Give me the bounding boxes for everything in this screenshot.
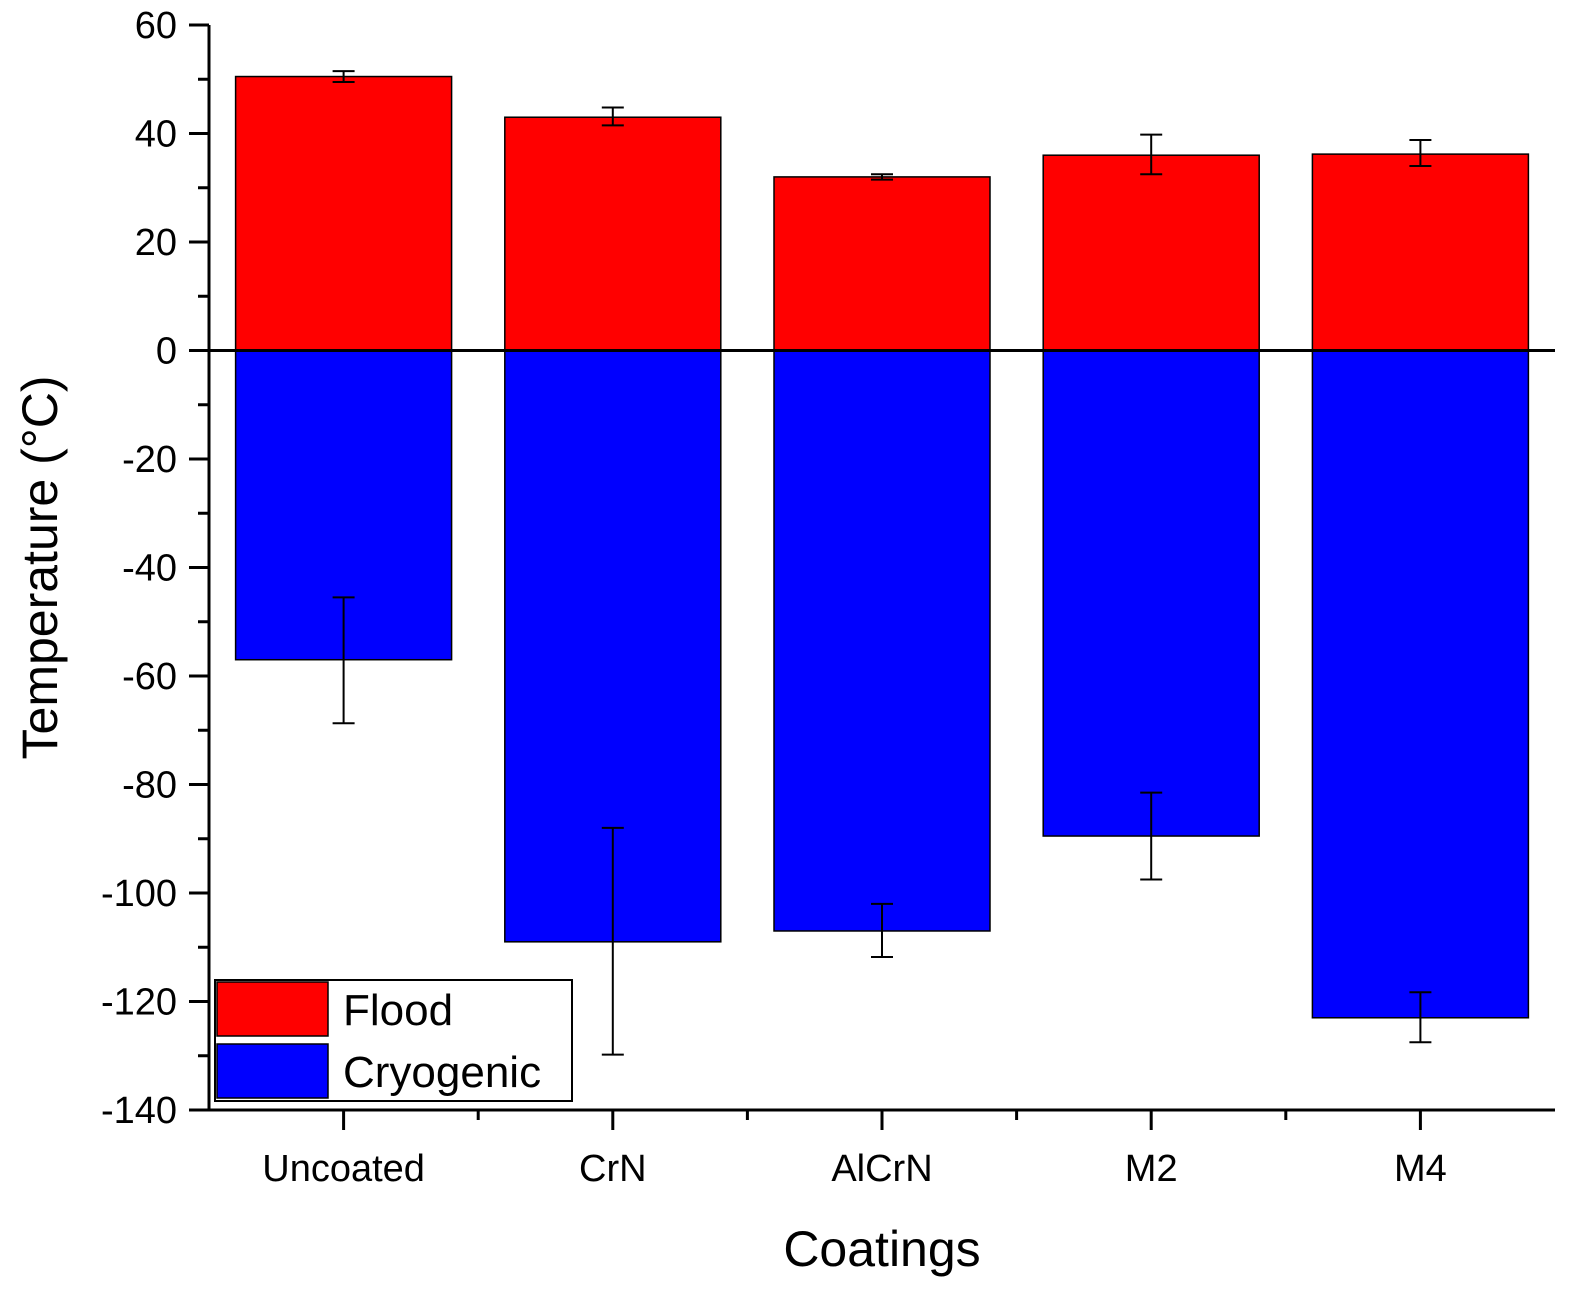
labels-layer: 60 40 20 0 -20 -40 -60 -80 -100 -120 -140 Uncoated C…: [12, 5, 1447, 1277]
legend: Flood Cryogenic: [214, 979, 573, 1102]
legend-label-cryogenic: Cryogenic: [343, 1048, 541, 1097]
y-tick-label: -120: [101, 982, 177, 1024]
bar-flood-alcrn: [773, 176, 991, 352]
error-bars-layer: [332, 70, 1432, 1056]
legend-swatch-flood: [216, 981, 329, 1037]
x-tick-label: M4: [1394, 1148, 1447, 1190]
bar-flood-m4: [1311, 153, 1530, 352]
y-tick-label: -40: [122, 548, 177, 590]
bars-layer: [234, 75, 1530, 1019]
bar-cryogenic-m2: [1042, 349, 1260, 837]
x-tick-label: M2: [1125, 1148, 1178, 1190]
x-tick-label: AlCrN: [831, 1148, 932, 1190]
y-tick-label: 20: [135, 222, 177, 264]
legend-swatch-cryogenic: [216, 1043, 329, 1099]
bar-cryogenic-m4: [1311, 349, 1530, 1019]
y-tick-label: -140: [101, 1090, 177, 1132]
y-axis-title: Temperature (°C): [12, 376, 68, 760]
bar-flood-crn: [504, 116, 722, 352]
x-tick-label: Uncoated: [262, 1148, 425, 1190]
y-tick-label: 60: [135, 5, 177, 47]
bar-flood-uncoated: [234, 75, 453, 352]
x-tick-label: CrN: [579, 1148, 647, 1190]
bar-cryogenic-alcrn: [773, 349, 991, 932]
legend-label-flood: Flood: [343, 986, 453, 1035]
y-tick-label: -100: [101, 873, 177, 915]
y-tick-label: -60: [122, 656, 177, 698]
x-axis-title: Coatings: [783, 1221, 980, 1277]
y-tick-label: 0: [156, 331, 177, 373]
y-tick-label: 40: [135, 114, 177, 156]
y-tick-label: -20: [122, 439, 177, 481]
bar-flood-m2: [1042, 154, 1260, 352]
axes-layer: [189, 23, 1555, 1130]
y-tick-label: -80: [122, 765, 177, 807]
